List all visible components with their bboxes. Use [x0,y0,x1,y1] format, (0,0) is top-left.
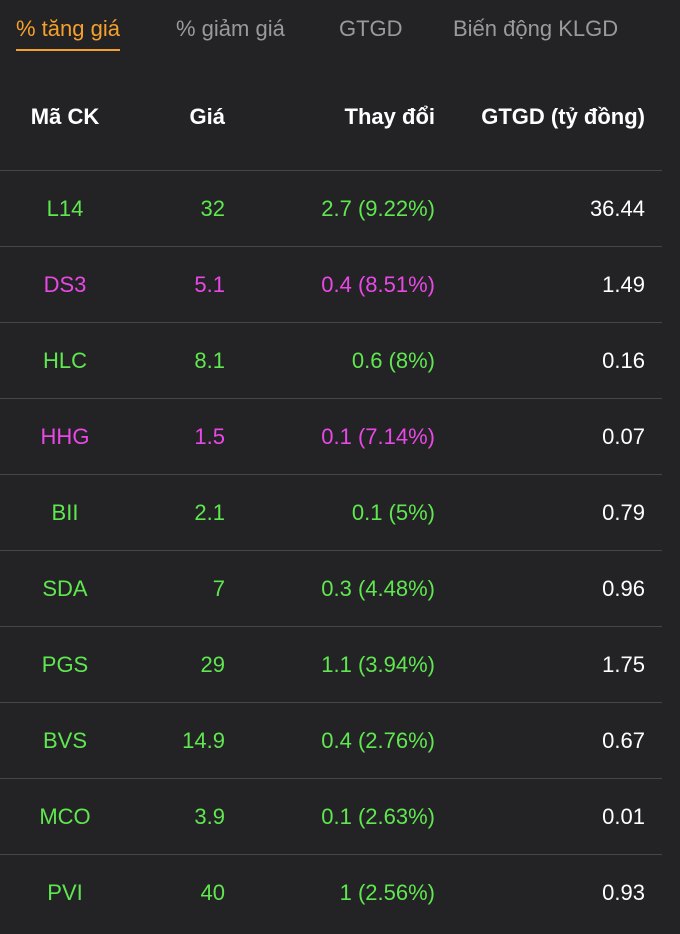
stock-change: 0.3 (4.48%) [225,550,435,627]
tab-top-losers[interactable]: % giảm giá [176,16,285,41]
stock-code[interactable]: SDA [0,550,130,627]
table-row[interactable]: HLC 8.1 0.6 (8%) 0.16 [0,322,662,399]
stock-trading-value: 36.44 [435,170,662,247]
table-header-row: Mã CK Giá Thay đổi GTGD (tỷ đồng) [0,64,662,171]
stock-change: 0.1 (2.63%) [225,778,435,855]
stock-trading-value: 0.07 [435,398,662,475]
table-row[interactable]: L14 32 2.7 (9.22%) 36.44 [0,170,662,247]
stock-code[interactable]: BII [0,474,130,551]
stock-price: 32 [130,170,225,247]
table-row[interactable]: BII 2.1 0.1 (5%) 0.79 [0,474,662,551]
stock-price: 14.9 [130,702,225,779]
stock-trading-value: 0.93 [435,854,662,930]
stock-price: 7 [130,550,225,627]
table-row[interactable]: HHG 1.5 0.1 (7.14%) 0.07 [0,398,662,475]
stock-trading-value: 0.67 [435,702,662,779]
stock-price: 2.1 [130,474,225,551]
stock-change: 1 (2.56%) [225,854,435,930]
table-row[interactable]: BVS 14.9 0.4 (2.76%) 0.67 [0,702,662,779]
stock-code[interactable]: PGS [0,626,130,703]
tab-top-gainers[interactable]: % tăng giá [16,16,120,51]
stock-trading-value: 0.01 [435,778,662,855]
header-trading-value: GTGD (tỷ đồng) [435,64,662,171]
header-change: Thay đổi [225,64,435,171]
stock-code[interactable]: DS3 [0,246,130,323]
stock-trading-value: 0.16 [435,322,662,399]
stock-price: 1.5 [130,398,225,475]
stock-trading-value: 0.79 [435,474,662,551]
stock-price: 40 [130,854,225,930]
stock-price: 29 [130,626,225,703]
tab-volume-change[interactable]: Biến động KLGD [453,16,619,41]
stock-code[interactable]: PVI [0,854,130,930]
stock-trading-value: 1.49 [435,246,662,323]
stock-trading-value: 0.96 [435,550,662,627]
stock-change: 0.1 (5%) [225,474,435,551]
stock-change: 0.6 (8%) [225,322,435,399]
table-row[interactable]: PGS 29 1.1 (3.94%) 1.75 [0,626,662,703]
stock-change: 0.4 (8.51%) [225,246,435,323]
header-code: Mã CK [0,64,130,171]
table-row[interactable]: MCO 3.9 0.1 (2.63%) 0.01 [0,778,662,855]
header-price: Giá [130,64,225,171]
stock-change: 0.1 (7.14%) [225,398,435,475]
table-row[interactable]: DS3 5.1 0.4 (8.51%) 1.49 [0,246,662,323]
stock-code[interactable]: MCO [0,778,130,855]
stock-price: 5.1 [130,246,225,323]
stock-code[interactable]: BVS [0,702,130,779]
stock-change: 1.1 (3.94%) [225,626,435,703]
stock-code[interactable]: L14 [0,170,130,247]
stock-code[interactable]: HLC [0,322,130,399]
table-row[interactable]: PVI 40 1 (2.56%) 0.93 [0,854,662,930]
stock-change: 0.4 (2.76%) [225,702,435,779]
tab-bar: % tăng giá % giảm giá GTGD Biến động KLG… [0,0,680,64]
table-row[interactable]: SDA 7 0.3 (4.48%) 0.96 [0,550,662,627]
stock-table: Mã CK Giá Thay đổi GTGD (tỷ đồng) L14 32 2… [0,64,662,930]
stock-code[interactable]: HHG [0,398,130,475]
stock-change: 2.7 (9.22%) [225,170,435,247]
stock-price: 8.1 [130,322,225,399]
stock-trading-value: 1.75 [435,626,662,703]
stock-price: 3.9 [130,778,225,855]
tab-trading-value[interactable]: GTGD [339,16,403,41]
